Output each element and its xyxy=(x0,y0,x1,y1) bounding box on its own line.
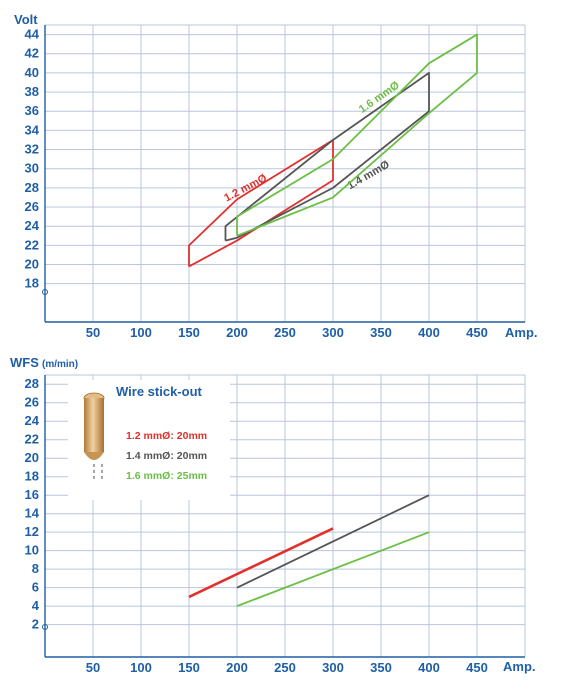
gridlines xyxy=(45,374,526,657)
x-tick-label: 150 xyxy=(178,660,200,675)
y-axis-title: WFS xyxy=(10,355,39,370)
y-tick-label: 24 xyxy=(25,413,40,428)
x-tick-label: 350 xyxy=(370,325,392,340)
y-tick-label: 26 xyxy=(25,199,39,214)
y-tick-label: 8 xyxy=(32,561,39,576)
x-tick-label: 350 xyxy=(370,660,392,675)
x-tick-label: 200 xyxy=(226,325,248,340)
y-tick-label: 30 xyxy=(25,161,39,176)
y-tick-label: 28 xyxy=(25,376,39,391)
x-axis-title: Amp. xyxy=(503,659,536,674)
y-tick-label: 22 xyxy=(25,237,39,252)
x-tick-label: 150 xyxy=(178,325,200,340)
legend-item-1-2mm: 1.2 mmØ: 20mm xyxy=(126,430,208,442)
y-tick-label: 22 xyxy=(25,432,39,447)
y-tick-label: 4 xyxy=(32,598,40,613)
x-tick-label: 450 xyxy=(466,660,488,675)
y-tick-label: 40 xyxy=(25,65,39,80)
x-tick-label: 400 xyxy=(418,660,440,675)
y-tick-label: 38 xyxy=(25,84,39,99)
series-16-outline xyxy=(236,33,478,237)
y-tick-label: 26 xyxy=(25,395,39,410)
x-axis-title: Amp. xyxy=(505,325,538,340)
y-tick-label: 6 xyxy=(32,580,39,595)
x-tick-label: 300 xyxy=(322,325,344,340)
y-tick-label: 10 xyxy=(25,543,39,558)
wire-stick-out-legend: Wire stick-out 1.2 mmØ: 20mm 1.4 mmØ: 20… xyxy=(68,380,230,500)
legend-item-1-4mm: 1.4 mmØ: 20mm xyxy=(126,450,208,462)
x-tick-label: 250 xyxy=(274,325,296,340)
x-tick-label: 100 xyxy=(130,325,152,340)
y-tick-label: 18 xyxy=(25,276,39,291)
series-12-line xyxy=(188,527,334,599)
x-tick-label: 300 xyxy=(322,660,344,675)
y-tick-label: 32 xyxy=(25,142,39,157)
x-tick-label: 400 xyxy=(418,325,440,340)
y-axis-title: Volt xyxy=(14,12,38,27)
x-tick-label: 200 xyxy=(226,660,248,675)
y-tick-label: 18 xyxy=(25,469,39,484)
legend-item-1-6mm: 1.6 mmØ: 25mm xyxy=(126,470,208,482)
x-tick-label: 450 xyxy=(466,325,488,340)
legend-title: Wire stick-out xyxy=(116,384,202,399)
y-tick-label: 12 xyxy=(25,524,39,539)
y-tick-label: 24 xyxy=(25,218,40,233)
x-tick-label: 250 xyxy=(274,660,296,675)
y-tick-label: 42 xyxy=(25,46,39,61)
y-tick-label: 34 xyxy=(25,122,40,137)
x-tick-label: 50 xyxy=(86,325,100,340)
y-tick-label: 16 xyxy=(25,487,39,502)
y-tick-label: 28 xyxy=(25,180,39,195)
wfs-chart: 50 100 150 200 250 300 350 400 45024681012141618… xyxy=(10,355,536,675)
x-tick-label: 100 xyxy=(130,660,152,675)
wire-icon xyxy=(83,392,105,480)
gridlines xyxy=(45,24,526,322)
volt-chart: 50 100 150 200 250 300 350 400 450 18 20 22 24 26 28 30… xyxy=(14,12,538,340)
x-tick-label: 50 xyxy=(86,660,100,675)
series-14-outline xyxy=(224,72,430,242)
y-tick-label: 2 xyxy=(32,617,39,632)
y-axis-unit: (m/min) xyxy=(42,359,78,370)
y-tick-label: 20 xyxy=(25,257,39,272)
y-tick-label: 14 xyxy=(25,506,40,521)
series-14-line xyxy=(236,494,430,589)
y-tick-label: 36 xyxy=(25,103,39,118)
y-tick-label: 20 xyxy=(25,450,39,465)
axis-marker xyxy=(42,289,48,295)
axis-marker xyxy=(42,624,48,630)
y-tick-label: 44 xyxy=(25,27,40,42)
series-16-line xyxy=(236,531,430,607)
series-label-14: 1.4 mmØ xyxy=(345,158,392,192)
